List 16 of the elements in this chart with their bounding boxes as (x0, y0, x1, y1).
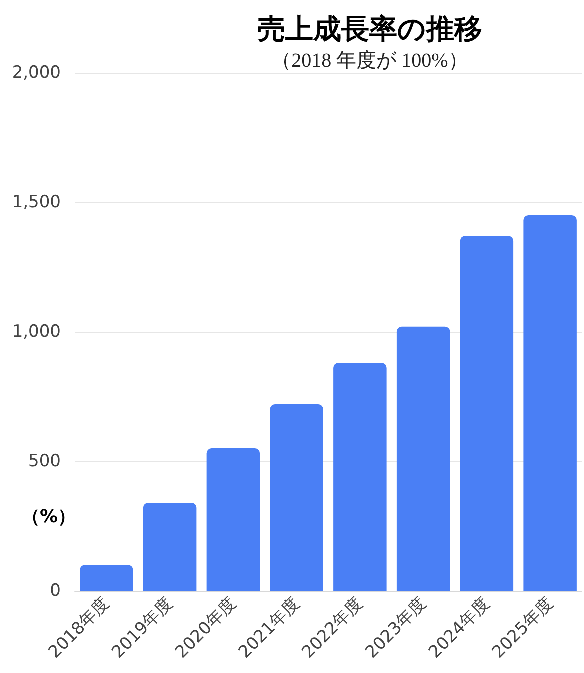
bar (143, 502, 197, 591)
y-tick-label: 500 (28, 452, 61, 472)
bar (270, 404, 324, 591)
y-tick-label: 1,000 (12, 322, 61, 342)
bar (460, 236, 514, 591)
bar (396, 326, 450, 591)
bar (524, 215, 577, 591)
chart-title: 売上成長率の推移 (258, 12, 482, 46)
y-tick-label: 2,000 (12, 63, 61, 83)
bar (80, 565, 134, 591)
bar (206, 448, 260, 591)
chart-subtitle: （2018 年度が 100%） (272, 50, 468, 72)
y-tick-label: 1,500 (12, 192, 61, 212)
y-tick-label: 0 (50, 581, 61, 601)
bar (334, 363, 387, 591)
y-axis-title: （%） (22, 506, 76, 528)
